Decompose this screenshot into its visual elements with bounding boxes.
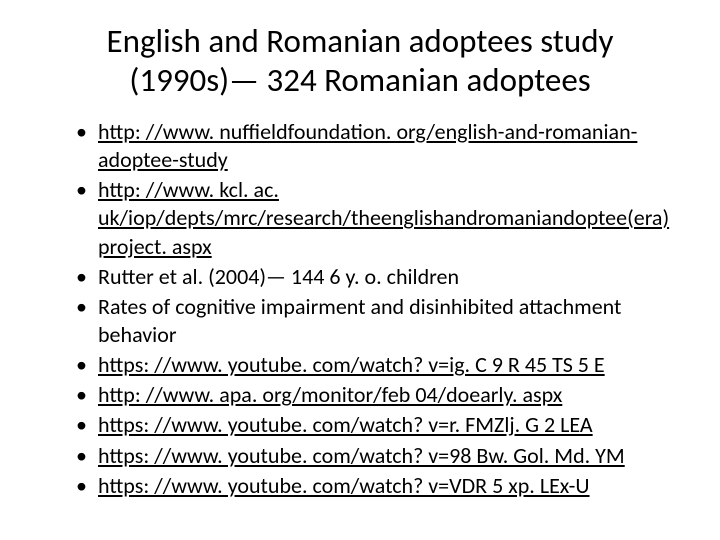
bullet-link[interactable]: http: //www. apa. org/monitor/feb 04/doe…: [98, 381, 562, 408]
bullet-list: http: //www. nuffieldfoundation. org/eng…: [40, 118, 680, 500]
bullet-item: http: //www. kcl. ac. uk/iop/depts/mrc/r…: [76, 176, 680, 260]
slide: English and Romanian adoptees study (199…: [0, 0, 720, 540]
bullet-item: https: //www. youtube. com/watch? v=VDR …: [76, 472, 680, 500]
bullet-item: Rates of cognitive impairment and disinh…: [76, 293, 680, 349]
title-line-2: (1990s)— 324 Romanian adoptees: [129, 60, 590, 100]
bullet-link[interactable]: http: //www. kcl. ac. uk/iop/depts/mrc/r…: [98, 176, 669, 259]
bullet-item: https: //www. youtube. com/watch? v=98 B…: [76, 442, 680, 470]
bullet-link[interactable]: https: //www. youtube. com/watch? v=98 B…: [98, 442, 625, 469]
bullet-link[interactable]: http: //www. nuffieldfoundation. org/eng…: [98, 118, 637, 173]
bullet-item: Rutter et al. (2004)— 144 6 y. o. childr…: [76, 263, 680, 291]
bullet-link[interactable]: https: //www. youtube. com/watch? v=VDR …: [98, 472, 590, 499]
bullet-item: http: //www. nuffieldfoundation. org/eng…: [76, 118, 680, 174]
bullet-item: http: //www. apa. org/monitor/feb 04/doe…: [76, 381, 680, 409]
bullet-text: Rates of cognitive impairment and disinh…: [98, 293, 621, 348]
title-line-1: English and Romanian adoptees study: [107, 21, 614, 61]
bullet-item: https: //www. youtube. com/watch? v=ig. …: [76, 351, 680, 379]
slide-title: English and Romanian adoptees study (199…: [40, 22, 680, 100]
bullet-link[interactable]: https: //www. youtube. com/watch? v=ig. …: [98, 351, 605, 378]
bullet-link[interactable]: https: //www. youtube. com/watch? v=r. F…: [98, 411, 593, 438]
bullet-text: Rutter et al. (2004)— 144 6 y. o. childr…: [98, 263, 459, 290]
bullet-item: https: //www. youtube. com/watch? v=r. F…: [76, 411, 680, 439]
